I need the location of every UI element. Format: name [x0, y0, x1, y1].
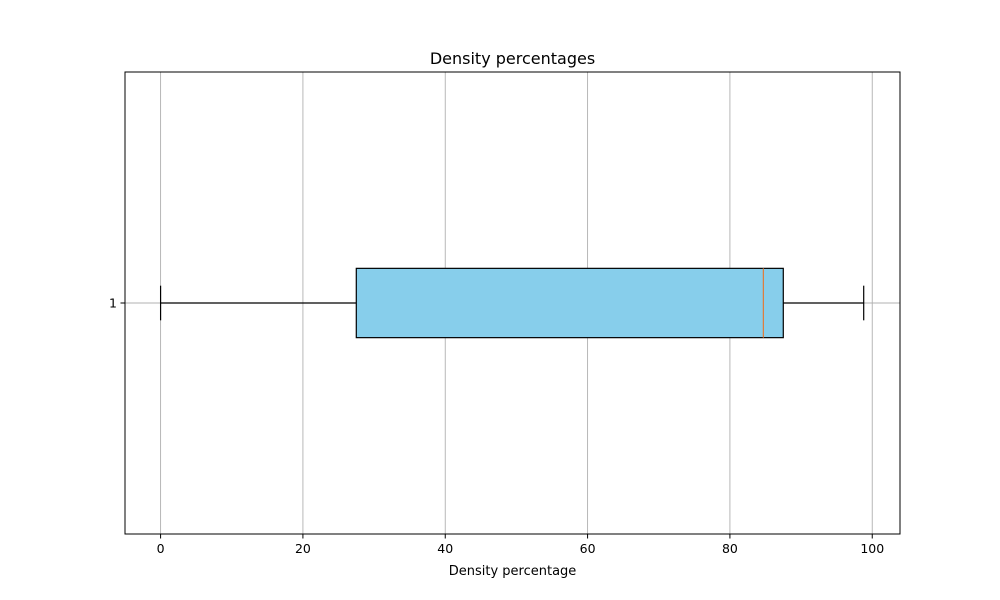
x-tick-label: 100	[860, 541, 884, 556]
x-axis-ticks: 0 20 40 60 80 100	[157, 534, 884, 556]
box-series	[159, 267, 865, 339]
x-tick-label: 40	[437, 541, 453, 556]
x-tick-label: 80	[722, 541, 738, 556]
chart-title: Density percentages	[430, 49, 595, 68]
plot-area-frame	[124, 71, 901, 535]
y-tick-label: 1	[109, 296, 117, 311]
x-tick-label: 0	[157, 541, 165, 556]
x-tick-label: 20	[295, 541, 311, 556]
iqr-box	[355, 267, 784, 339]
x-tick-label: 60	[580, 541, 596, 556]
box-element	[159, 267, 865, 339]
x-axis-label: Density percentage	[449, 564, 577, 579]
y-axis-ticks: 1	[109, 296, 125, 311]
